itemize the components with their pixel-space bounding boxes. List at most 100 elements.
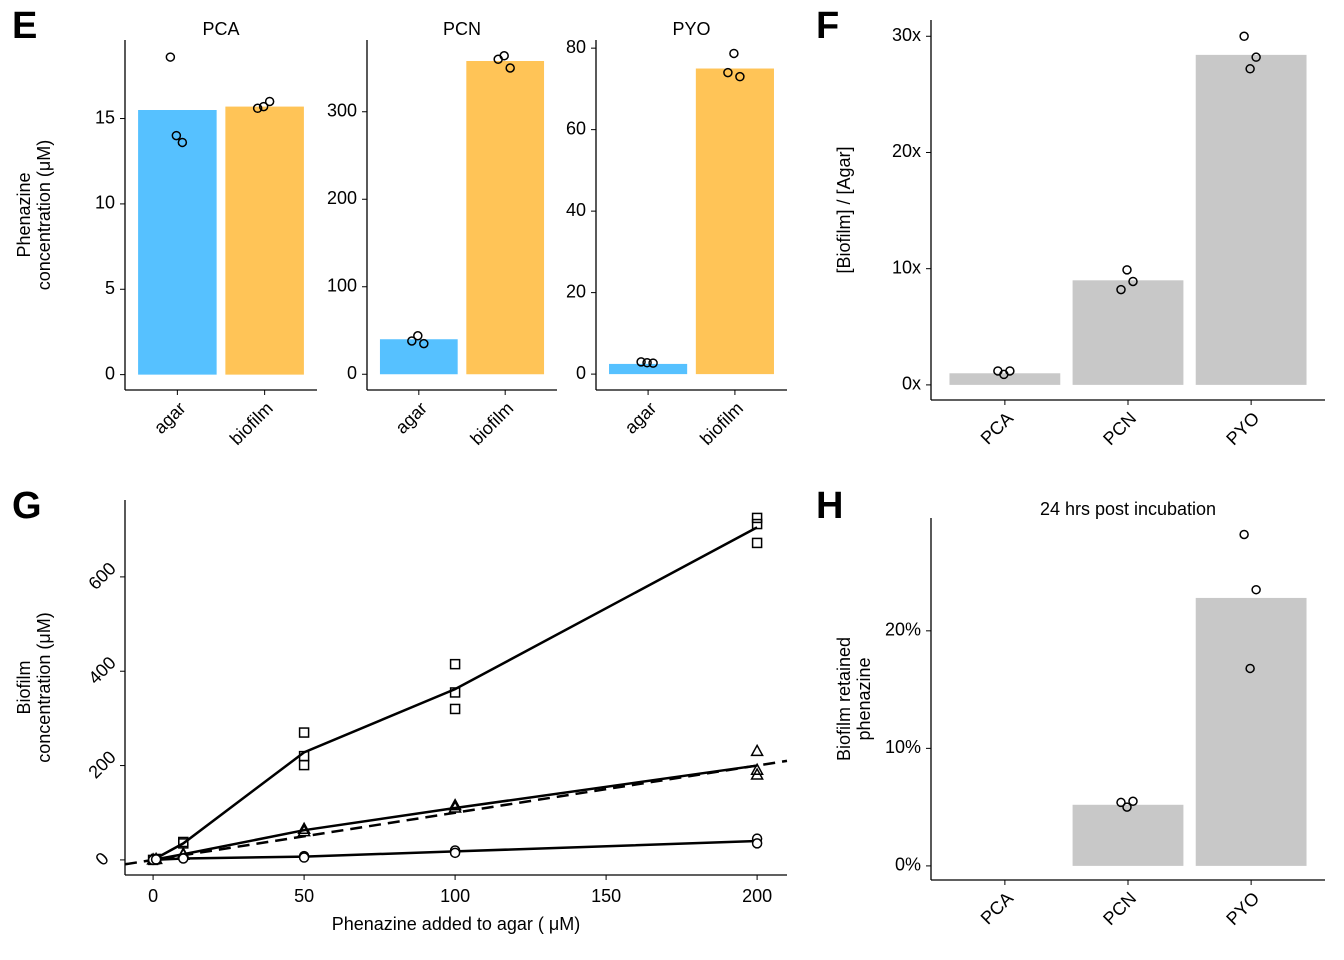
y-tick-label: 0 — [105, 363, 115, 383]
data-point — [648, 358, 658, 368]
y-axis-label: Phenazine — [14, 172, 34, 257]
data-point — [419, 338, 429, 349]
bar — [1195, 597, 1307, 866]
data-point — [505, 63, 515, 73]
y-tick-label: 20 — [566, 281, 586, 301]
bar — [466, 61, 545, 375]
y-tick-label: 200 — [84, 747, 119, 782]
panel-label: H — [816, 485, 843, 527]
y-tick-label: 0 — [347, 363, 357, 383]
x-tick-label: agar — [621, 398, 661, 438]
data-point — [1116, 284, 1126, 295]
x-tick-label: 50 — [294, 886, 314, 906]
data-point — [177, 137, 188, 148]
data-point — [729, 48, 739, 59]
bar — [1072, 804, 1184, 866]
data-point — [1251, 584, 1261, 595]
y-tick-label: 40 — [566, 200, 586, 220]
data-point — [750, 743, 764, 757]
data-point — [298, 852, 310, 863]
y-tick-label: 30x — [892, 25, 921, 45]
data-point — [449, 847, 461, 859]
data-point — [264, 96, 275, 107]
y-axis-label: [Biofilm] / [Agar] — [834, 146, 854, 273]
y-tick-label: 60 — [566, 118, 586, 138]
data-point — [1128, 796, 1138, 807]
bar — [695, 68, 774, 375]
y-tick-label: 10x — [892, 257, 921, 277]
data-point — [499, 51, 509, 61]
data-point — [723, 67, 733, 78]
bar — [949, 373, 1061, 385]
y-tick-label: 300 — [327, 101, 357, 121]
data-point — [449, 658, 461, 670]
fit-line — [152, 764, 758, 862]
y-tick-label: 0x — [902, 374, 921, 394]
x-tick-label: PYO — [1222, 888, 1263, 929]
data-point — [449, 703, 461, 715]
x-tick-label: PYO — [1222, 408, 1263, 449]
x-tick-label: 150 — [591, 886, 621, 906]
data-point — [1251, 52, 1261, 62]
bar — [379, 339, 458, 375]
data-point — [297, 824, 311, 837]
panel-label: G — [12, 485, 42, 527]
data-point — [171, 130, 182, 141]
y-axis-label: concentration (μM) — [34, 140, 54, 290]
x-tick-label: biofilm — [466, 398, 517, 449]
data-point — [751, 512, 763, 524]
y-tick-label: 100 — [327, 276, 357, 296]
chart-title: PCA — [202, 19, 239, 39]
bar — [1072, 280, 1184, 385]
chart-title: PYO — [672, 19, 710, 39]
data-point — [999, 369, 1009, 380]
data-point — [165, 52, 176, 62]
x-tick-label: 200 — [742, 886, 772, 906]
data-point — [413, 331, 423, 341]
x-tick-label: agar — [391, 398, 431, 438]
y-tick-label: 20% — [885, 620, 921, 640]
bar — [1195, 54, 1307, 385]
data-point — [1122, 265, 1132, 275]
x-tick-label: biofilm — [696, 398, 747, 449]
y-axis-label: Biofilm — [14, 660, 34, 714]
bar — [609, 363, 688, 375]
x-tick-label: biofilm — [226, 398, 277, 449]
y-axis-label: Biofilm retained — [834, 637, 854, 761]
chart-title: PCN — [443, 19, 481, 39]
panel-label: F — [816, 5, 839, 47]
data-point — [150, 854, 162, 865]
y-tick-label: 20x — [892, 141, 921, 161]
panel-label: E — [12, 5, 37, 47]
data-point — [1239, 31, 1249, 42]
y-tick-label: 400 — [84, 653, 119, 688]
data-point — [751, 537, 763, 549]
data-point — [1128, 276, 1138, 287]
x-tick-label: agar — [150, 398, 190, 438]
data-point — [298, 727, 310, 738]
data-point — [751, 838, 763, 849]
data-point — [449, 687, 461, 698]
x-tick-label: PCN — [1099, 888, 1140, 929]
bar — [225, 106, 304, 375]
y-tick-label: 15 — [95, 107, 115, 127]
data-point — [407, 336, 417, 346]
data-point — [750, 762, 764, 776]
y-axis-label: concentration (μM) — [34, 612, 54, 762]
x-tick-label: 100 — [440, 886, 470, 906]
data-point — [1245, 64, 1255, 74]
y-tick-label: 0 — [576, 363, 586, 383]
x-tick-label: PCA — [977, 888, 1017, 928]
y-tick-label: 10% — [885, 737, 921, 757]
data-point — [1239, 529, 1249, 540]
y-tick-label: 0% — [895, 855, 921, 875]
data-point — [642, 357, 652, 368]
data-point — [297, 821, 311, 834]
data-point — [750, 767, 764, 780]
y-tick-label: 80 — [566, 37, 586, 57]
x-axis-label: Phenazine added to agar ( μM) — [332, 914, 581, 934]
data-point — [252, 103, 263, 114]
y-tick-label: 10 — [95, 193, 115, 213]
